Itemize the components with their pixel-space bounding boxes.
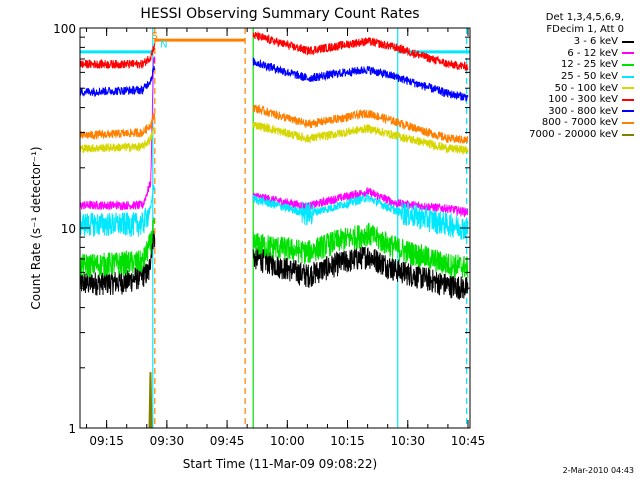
x-tick-label-6: 10:30: [390, 434, 425, 448]
y-tick-label-2: 10: [61, 222, 76, 236]
series-line-6: [79, 30, 469, 71]
legend-entries: 3 - 6 keV 6 - 12 keV 12 - 25 keV 25 - 50 ke…: [484, 36, 634, 140]
chart-title: HESSI Observing Summary Count Rates: [140, 6, 419, 22]
y-axis-label: Count Rate (s⁻¹ detector⁻¹): [29, 146, 43, 309]
series-line-4: [79, 184, 469, 240]
chart-legend: Det 1,3,4,5,6,9, FDecim 1, Att 0 3 - 6 k…: [484, 12, 634, 140]
legend-header-line-1: Det 1,3,4,5,6,9,: [545, 12, 624, 23]
x-tick-label-3: 09:45: [210, 434, 245, 448]
legend-entry-label: 6 - 12 keV: [567, 47, 618, 59]
legend-swatch: [622, 63, 634, 66]
legend-entry: 7000 - 20000 keV: [484, 129, 634, 141]
legend-entry: 25 - 50 keV: [484, 71, 634, 83]
legend-swatch: [622, 87, 634, 90]
legend-entry-label: 7000 - 20000 keV: [529, 129, 618, 141]
generation-timestamp: 2-Mar-2010 04:43: [562, 466, 634, 475]
series-line-8: [79, 104, 469, 144]
y-tick-label-1: 1: [68, 422, 76, 436]
legend-entry-label: 50 - 100 keV: [554, 82, 618, 94]
legend-entry: 50 - 100 keV: [484, 82, 634, 94]
legend-entry-label: 300 - 800 keV: [548, 105, 618, 117]
legend-swatch: [622, 40, 634, 43]
legend-entry: 800 - 7000 keV: [484, 117, 634, 129]
legend-swatch: [622, 133, 634, 136]
axis-layer: 09:15 09:30 09:45 10:00 10:15 10:30 10:45 1 10 10…: [53, 22, 485, 448]
legend-swatch: [622, 110, 634, 113]
y-tick-label-3: 100: [53, 22, 76, 36]
x-tick-label-2: 09:30: [150, 434, 185, 448]
legend-swatch: [622, 75, 634, 78]
legend-entry-label: 100 - 300 keV: [548, 94, 618, 106]
flag-label-2: N: [160, 39, 167, 50]
legend-entry: 100 - 300 keV: [484, 94, 634, 106]
series-line-5: [79, 121, 469, 155]
legend-swatch: [622, 52, 634, 55]
legend-header-line-2: FDecim 1, Att 0: [546, 24, 624, 35]
x-tick-label-7: 10:45: [451, 434, 486, 448]
legend-swatch: [622, 121, 634, 124]
legend-entry: 6 - 12 keV: [484, 48, 634, 60]
series-layer: [79, 30, 469, 429]
legend-entry-label: 12 - 25 keV: [560, 59, 618, 71]
legend-entry: 300 - 800 keV: [484, 106, 634, 118]
legend-swatch: [622, 98, 634, 101]
legend-entry: 3 - 6 keV: [484, 36, 634, 48]
flag-label-1: S: [151, 31, 157, 42]
x-tick-label-4: 10:00: [270, 434, 305, 448]
legend-entry: 12 - 25 keV: [484, 59, 634, 71]
legend-entry-label: 25 - 50 keV: [560, 71, 618, 83]
x-axis-label: Start Time (11-Mar-09 09:08:22): [183, 457, 377, 471]
series-line-9: [148, 372, 153, 429]
legend-entry-label: 800 - 7000 keV: [541, 117, 618, 129]
series-line-1: [79, 230, 469, 300]
series-line-7: [79, 57, 469, 102]
series-line-2: [79, 56, 469, 218]
series-line-3: [79, 217, 469, 279]
x-tick-label-5: 10:15: [330, 434, 365, 448]
x-tick-label-1: 09:15: [89, 434, 124, 448]
legend-entry-label: 3 - 6 keV: [573, 36, 618, 48]
